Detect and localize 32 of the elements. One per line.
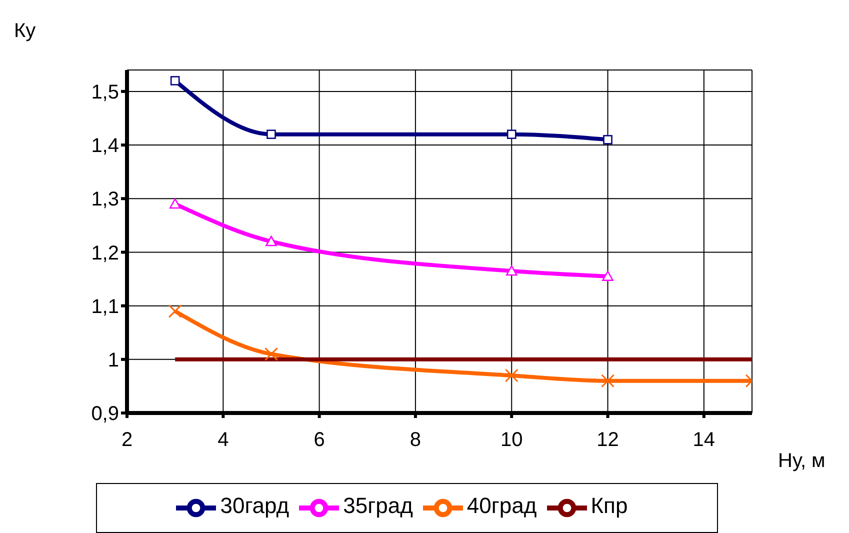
x-tick-label: 14 [692, 429, 716, 452]
y-tick-label: 1,5 [91, 82, 119, 104]
x-tick-label: 8 [410, 429, 422, 452]
point [504, 368, 518, 382]
point [506, 130, 516, 139]
legend-label: 30гард [220, 493, 290, 518]
y-tick-label: 1,2 [91, 242, 119, 264]
point [601, 374, 615, 388]
point [266, 130, 276, 139]
y-tick-label: 1,1 [91, 296, 119, 318]
x-axis-title: Ну, м [778, 450, 826, 473]
x-tick-label: 6 [314, 429, 325, 452]
y-tick-label: 0,9 [91, 403, 119, 426]
y-tick-label: 1,3 [91, 188, 119, 211]
point [170, 76, 180, 86]
legend-label: Кпр [590, 493, 628, 518]
legend-label: 35град [343, 493, 413, 518]
point [506, 265, 518, 276]
point [603, 135, 612, 144]
point [266, 236, 277, 246]
y-axis-title: Ку [14, 20, 36, 43]
y-tick-label: 1,4 [91, 135, 119, 158]
y-tick-label: 1 [108, 350, 119, 372]
point [168, 304, 182, 318]
point [169, 198, 181, 209]
x-tick-label: 12 [596, 429, 619, 452]
x-tick-label: 10 [500, 429, 523, 452]
point [264, 347, 278, 361]
x-tick-label: 4 [218, 429, 229, 452]
x-tick-label: 2 [121, 429, 133, 452]
point [602, 270, 614, 281]
legend-label: 40град [466, 493, 537, 518]
